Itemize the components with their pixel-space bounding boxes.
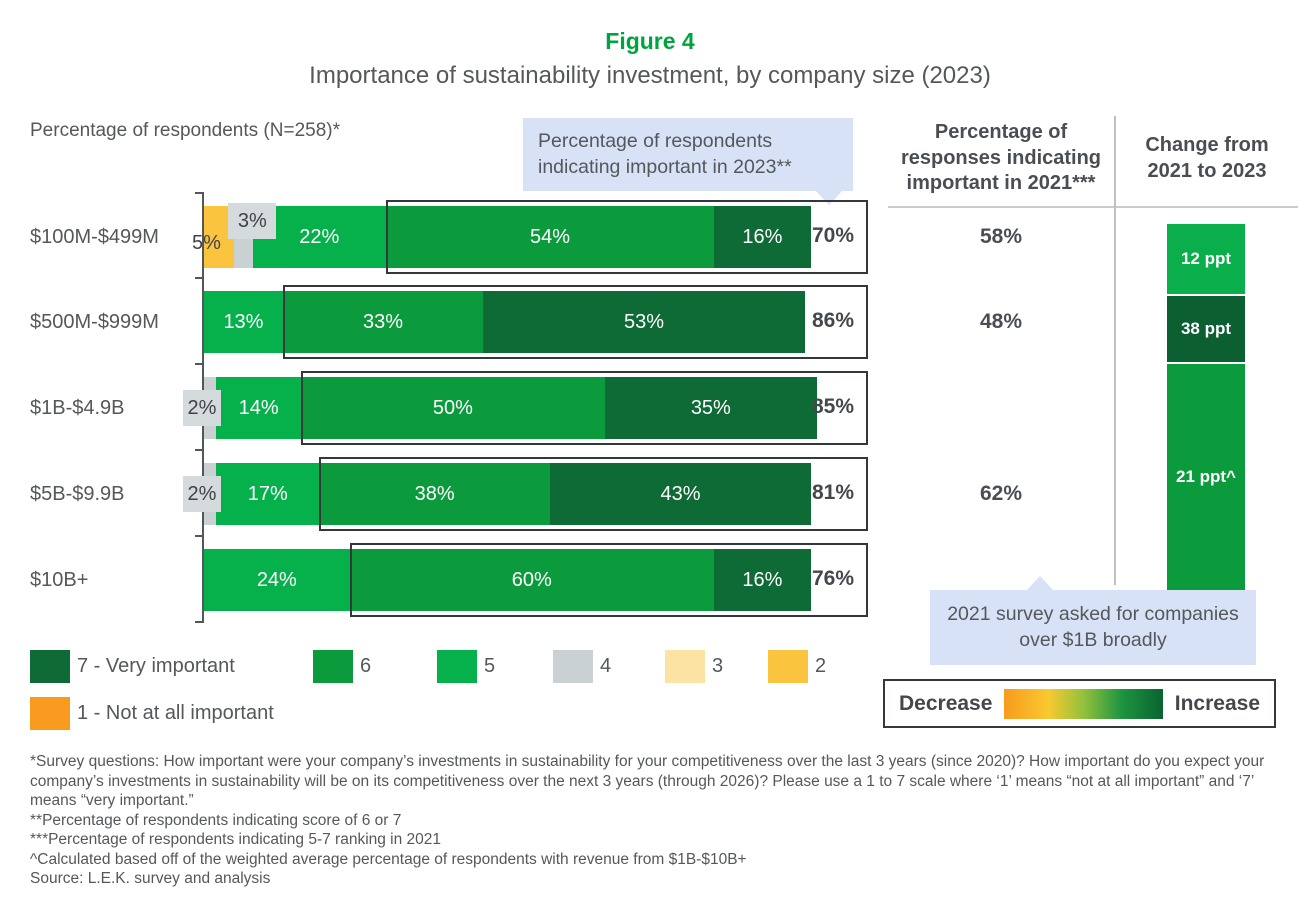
total-label: 81% (811, 481, 854, 504)
axis-tick (195, 621, 203, 623)
total-label: 76% (811, 567, 854, 590)
legend-swatch (768, 650, 808, 683)
important-2021-value: 58% (979, 225, 1023, 248)
increase-label: Increase (1174, 691, 1260, 715)
legend-swatch (313, 650, 353, 683)
bar-segment: 38% (319, 463, 550, 525)
header-divider-line (888, 206, 1298, 208)
bar-segment: 53% (483, 291, 805, 353)
gradient-bar (1004, 688, 1163, 719)
footnote-line: Source: L.E.K. survey and analysis (30, 870, 271, 888)
footnote-line: **Percentage of respondents indicating s… (30, 811, 402, 829)
bar-segment: 60% (349, 549, 714, 611)
legend-swatch (30, 697, 70, 730)
axis-tick (195, 363, 203, 365)
chart-title: Importance of sustainability investment,… (309, 62, 991, 89)
callout-2021: 2021 survey asked for companies over $1B… (930, 575, 1256, 666)
legend-swatch (665, 650, 705, 683)
col-header-change: Change from 2021 to 2023 (1145, 134, 1269, 182)
bar-segment: 33% (282, 291, 484, 353)
bar-row-label: $1B-$4.9B (30, 396, 125, 419)
change-bar-segment: 12 ppt (1167, 222, 1245, 294)
callout-2023-text: Percentage of respondents indicating imp… (538, 130, 792, 178)
figure-label: Figure 4 (605, 28, 695, 54)
important-2021-value: 48% (979, 310, 1023, 333)
change-bar-segment: 38 ppt (1167, 294, 1245, 362)
legend-swatch (30, 650, 70, 683)
gradient-legend: Decrease Increase (883, 679, 1276, 728)
legend-swatch (553, 650, 593, 683)
bar-segment: 13% (204, 291, 283, 353)
legend-label: 5 (484, 655, 496, 677)
bar-segment: 24% (204, 549, 350, 611)
callout-2021-text: 2021 survey asked for companies over $1B… (947, 603, 1239, 651)
bar-segment: 35% (604, 377, 818, 439)
legend-label: 3 (712, 655, 724, 677)
legend-label: 6 (360, 655, 372, 677)
axis-tick (195, 449, 203, 451)
bar-segment: 16% (713, 206, 811, 268)
bar-segment: 50% (301, 377, 605, 439)
footnote-line: ^Calculated based off of the weighted av… (30, 850, 747, 868)
footnotes: *Survey questions: How important were yo… (30, 752, 1273, 889)
decrease-label: Decrease (899, 691, 993, 715)
bar-segment: 17% (216, 463, 320, 525)
total-label: 86% (811, 309, 854, 332)
legend-label: 4 (600, 655, 612, 677)
axis-tick (195, 277, 203, 279)
change-bar-segment: 21 ppt^ (1167, 362, 1245, 590)
legend-label: 7 - Very important (77, 655, 235, 677)
bar-row-label: $500M-$999M (30, 310, 159, 333)
bar-row-label: $10B+ (30, 568, 89, 591)
bar-row-label: $100M-$499M (30, 225, 159, 248)
legend-label: 2 (815, 655, 827, 677)
important-box (349, 543, 868, 617)
total-label: 85% (811, 395, 854, 418)
axis-title: Percentage of respondents (N=258)* (30, 120, 341, 141)
footnote-line: ***Percentage of respondents indicating … (30, 831, 442, 849)
callout-2023: Percentage of respondents indicating imp… (523, 118, 853, 207)
col-header-2021: Percentage of responses indicating impor… (900, 121, 1102, 195)
important-box (282, 285, 868, 359)
chip-label: 2% (183, 476, 221, 512)
axis-tick (195, 192, 203, 194)
legend-label: 1 - Not at all important (77, 702, 274, 724)
bar-segment: 54% (386, 206, 714, 268)
important-box (319, 457, 868, 531)
important-box (301, 371, 868, 445)
axis-tick (195, 535, 203, 537)
segment-label: 5% (192, 232, 221, 254)
chip-label: 2% (183, 390, 221, 426)
legend-swatch (437, 650, 477, 683)
chip-label: 3% (228, 203, 277, 239)
bar-segment: 16% (713, 549, 811, 611)
footnote-line: *Survey questions: How important were yo… (30, 753, 1265, 810)
important-2021-value: 62% (979, 482, 1023, 505)
bar-segment: 14% (216, 377, 302, 439)
important-box (386, 200, 868, 274)
total-label: 70% (811, 224, 854, 247)
bar-segment: 43% (549, 463, 811, 525)
bar-row-label: $5B-$9.9B (30, 482, 125, 505)
column-divider-line (1114, 116, 1116, 585)
